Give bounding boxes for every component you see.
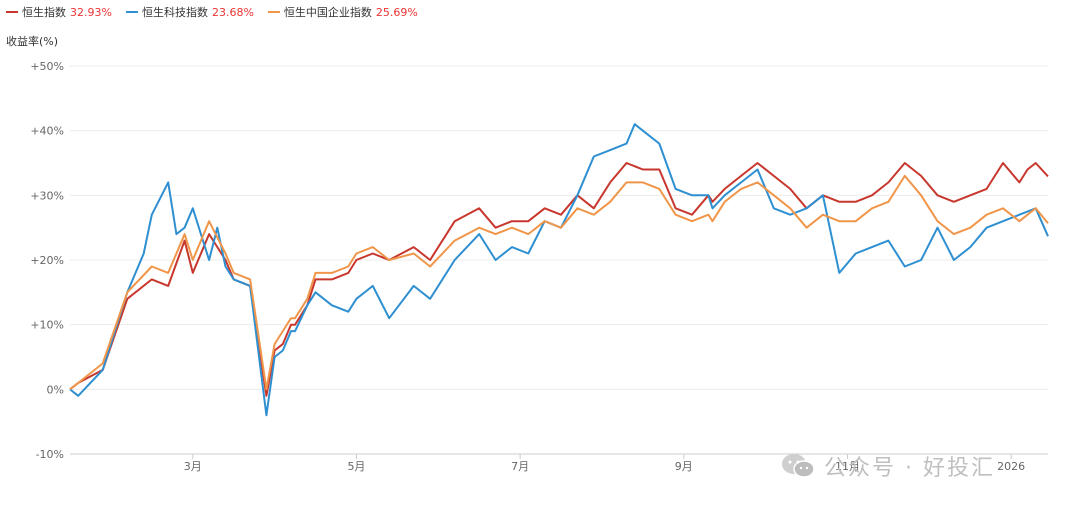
watermark-text: 公众号 · 好投汇 bbox=[824, 456, 995, 481]
wechat-icon bbox=[782, 454, 815, 478]
y-tick-label: 0% bbox=[47, 383, 64, 396]
series-line-2 bbox=[69, 174, 1049, 391]
legend-label-hsi: 恒生指数 bbox=[22, 6, 66, 19]
watermark: 公众号 · 好投汇 bbox=[780, 450, 995, 482]
legend-value-hscei: 25.69% bbox=[375, 5, 418, 19]
legend: 恒生指数 32.93% 恒生科技指数 23.68% 恒生中国企业指数 25.69… bbox=[6, 4, 418, 20]
y-tick-label: +10% bbox=[30, 319, 64, 332]
y-tick-label: +40% bbox=[30, 125, 64, 138]
legend-item-hsi[interactable]: 恒生指数 32.93% bbox=[6, 4, 112, 20]
y-axis-title: 收益率(%) bbox=[6, 35, 59, 48]
legend-value-hsi: 32.93% bbox=[70, 5, 112, 19]
legend-swatch-hscei bbox=[267, 11, 280, 13]
legend-item-hscei[interactable]: 恒生中国企业指数 25.69% bbox=[267, 4, 418, 20]
series-line-1 bbox=[69, 123, 1049, 417]
legend-swatch-hsi bbox=[6, 11, 18, 13]
y-tick-label: +50% bbox=[30, 60, 64, 73]
legend-label-hstech: 恒生科技指数 bbox=[141, 6, 208, 19]
x-tick-label: 3月 bbox=[184, 460, 202, 473]
x-tick-label: 2026 bbox=[997, 460, 1025, 473]
y-tick-label: +30% bbox=[30, 189, 64, 202]
legend-value-hstech: 23.68% bbox=[211, 5, 254, 19]
legend-label-hscei: 恒生中国企业指数 bbox=[283, 6, 372, 19]
y-tick-label: +20% bbox=[30, 254, 64, 267]
series-line-0 bbox=[69, 162, 1049, 397]
legend-item-hstech[interactable]: 恒生科技指数 23.68% bbox=[125, 4, 254, 20]
x-tick-label: 7月 bbox=[511, 460, 529, 473]
x-tick-label: 5月 bbox=[347, 460, 365, 473]
x-tick-label: 9月 bbox=[675, 460, 693, 473]
y-tick-label: -10% bbox=[36, 448, 64, 461]
x-tick-label: 11月 bbox=[835, 460, 860, 473]
legend-swatch-hstech bbox=[125, 11, 138, 13]
